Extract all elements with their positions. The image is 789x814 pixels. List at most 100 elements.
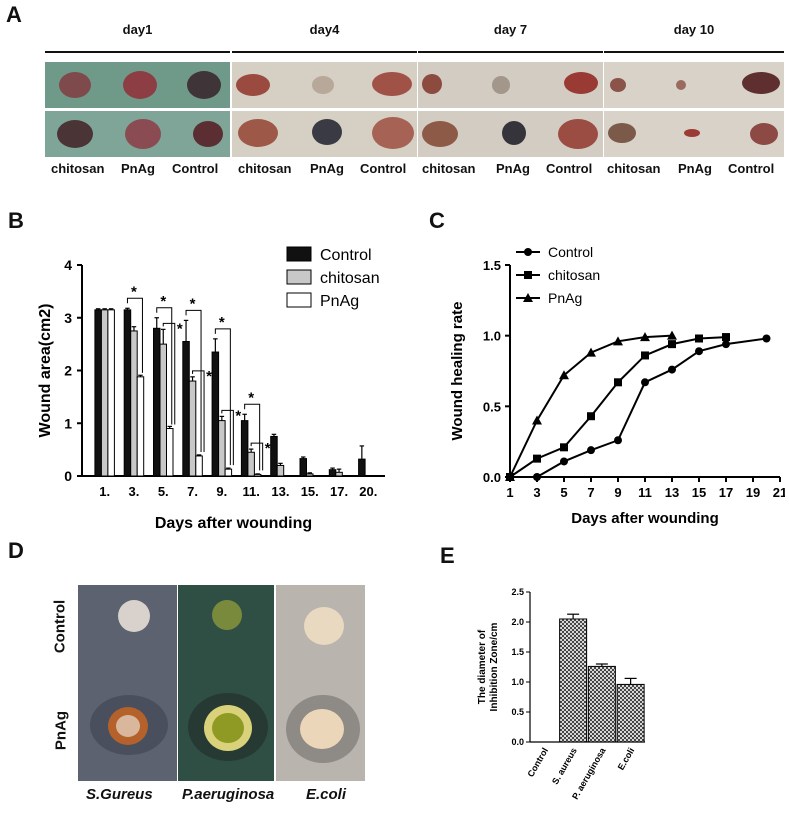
y-tick-label: 3 <box>64 310 72 326</box>
significance-star: * <box>248 389 254 406</box>
significance-star: * <box>160 293 166 310</box>
group-label-chitosan-day1: chitosan <box>51 161 105 176</box>
y-tick-label: 1.5 <box>511 647 524 657</box>
bacteria-label-s-aureus: S.Gureus <box>86 786 153 803</box>
significance-bracket <box>185 309 202 452</box>
point-control <box>533 473 541 481</box>
y-tick-label: 1.5 <box>483 258 501 273</box>
day4-divider <box>232 51 417 53</box>
x-tick-label: 20. <box>359 484 377 499</box>
legend-marker-chitosan <box>524 271 532 279</box>
day-label-4: day4 <box>309 22 340 37</box>
day-label-10: day 10 <box>673 22 715 37</box>
significance-bracket <box>244 403 261 471</box>
bar-chitosan-17 <box>335 471 343 477</box>
panel-label-b: B <box>8 208 24 233</box>
point-pnag <box>667 330 677 340</box>
day10-divider <box>604 51 784 53</box>
day1-divider <box>45 51 230 53</box>
point-chitosan <box>533 454 541 463</box>
y-axis-title: Wound healing rate <box>449 302 466 441</box>
bar-chitosan-9 <box>218 420 226 477</box>
y-tick-label: 0 <box>64 468 72 484</box>
panel-label-e: E <box>440 543 455 568</box>
day7-divider <box>418 51 603 53</box>
bar-control-7 <box>182 340 190 477</box>
group-label-pnag-day10: PnAg <box>678 161 712 176</box>
photo-day4-bottom <box>232 111 417 157</box>
significance-bracket <box>192 370 205 452</box>
bar-control-3 <box>123 309 132 477</box>
group-label-chitosan-day7: chitosan <box>422 161 476 176</box>
point-control <box>695 347 703 356</box>
x-tick-label: 3. <box>129 484 140 499</box>
bar-ecoli <box>616 683 645 743</box>
legend-swatch-pnag <box>286 292 312 308</box>
legend-marker-pnag <box>523 293 533 302</box>
point-pnag <box>505 472 515 481</box>
group-label-pnag-day4: PnAg <box>310 161 344 176</box>
x-tick-label: 7. <box>187 484 198 499</box>
point-control <box>641 378 649 387</box>
bar-control-17 <box>328 469 337 477</box>
bar-chitosan-7 <box>188 380 197 477</box>
significance-star: * <box>131 283 137 300</box>
significance-star: * <box>206 368 212 385</box>
point-chitosan <box>560 443 568 452</box>
y-tick-label: 0.0 <box>511 737 524 747</box>
point-control <box>614 436 622 445</box>
significance-star: * <box>265 440 271 457</box>
bar-chitosan-15 <box>306 473 314 477</box>
significance-star: * <box>190 295 196 312</box>
legend-swatch-chitosan <box>286 269 312 285</box>
bar-control-5 <box>153 327 161 477</box>
point-control <box>587 446 595 455</box>
bar-pnag-11 <box>253 473 262 477</box>
group-label-control-day4: Control <box>360 161 407 176</box>
y-tick-label: 1.0 <box>483 329 501 344</box>
group-label-control-day7: Control <box>546 161 593 176</box>
point-chitosan <box>722 333 730 342</box>
row-label-pnag: PnAg <box>52 710 70 751</box>
significance-bracket <box>126 297 143 373</box>
x-tick-label: Control <box>525 746 550 779</box>
series-line-control <box>510 337 767 478</box>
point-chitosan <box>614 378 622 387</box>
point-chitosan <box>641 351 649 360</box>
y-tick-label: 4 <box>64 257 72 273</box>
dish-s-aureus <box>78 585 177 781</box>
x-tick-label: 17 <box>719 485 733 500</box>
group-label-control-day10: Control <box>728 161 775 176</box>
x-tick-label: 17. <box>330 484 348 499</box>
y-tick-label: 2 <box>64 363 72 379</box>
bar-paeruginosa <box>587 665 616 743</box>
bar-saureus <box>559 618 588 743</box>
x-tick-label: 19 <box>746 485 760 500</box>
legend-swatch-control <box>286 246 312 262</box>
point-chitosan <box>668 340 676 349</box>
significance-bracket <box>162 322 176 425</box>
group-label-chitosan-day4: chitosan <box>238 161 292 176</box>
bar-control-9 <box>211 351 220 477</box>
group-label-pnag-day1: PnAg <box>121 161 155 176</box>
point-pnag <box>613 336 623 346</box>
legend-label-pnag: PnAg <box>320 293 359 310</box>
x-tick-label: 1. <box>99 484 110 499</box>
bacteria-label-p-aeruginosa: P.aeruginosa <box>182 786 275 803</box>
legend-label-pnag: PnAg <box>548 290 582 306</box>
bar-chitosan-13 <box>276 464 285 477</box>
point-control <box>762 334 771 343</box>
group-label-chitosan-day10: chitosan <box>607 161 661 176</box>
bar-chitosan-5 <box>159 343 167 477</box>
legend-marker-control <box>524 248 532 256</box>
point-control <box>668 365 676 374</box>
point-pnag <box>559 370 569 380</box>
x-tick-label: 15. <box>301 484 319 499</box>
x-tick-label: 13 <box>665 485 679 500</box>
bar-chitosan-3 <box>130 330 138 477</box>
group-label-pnag-day7: PnAg <box>496 161 530 176</box>
significance-bracket <box>156 307 173 425</box>
x-tick-label: 13. <box>271 484 289 499</box>
x-axis-title: Days after wounding <box>571 510 719 527</box>
